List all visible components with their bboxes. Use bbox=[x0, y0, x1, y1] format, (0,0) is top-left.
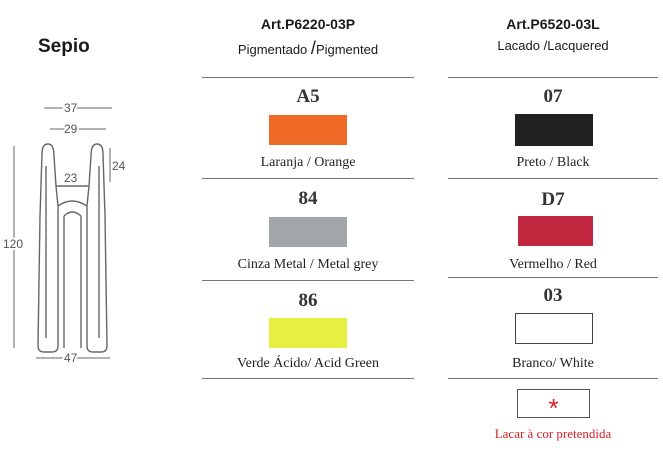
color-code: 07 bbox=[543, 86, 563, 107]
color-swatch-orange bbox=[269, 115, 347, 145]
divider bbox=[448, 77, 658, 78]
color-name: Verde Ácido/ Acid Green bbox=[237, 356, 379, 371]
color-name: Preto / Black bbox=[516, 155, 590, 170]
dim-base-width: 47 bbox=[64, 351, 78, 365]
divider bbox=[202, 77, 414, 78]
dim-inner-width: 29 bbox=[64, 122, 78, 136]
dim-slot-width: 23 bbox=[64, 171, 78, 185]
asterisk-icon: * bbox=[548, 392, 559, 423]
article-number: Art.P6220-03P bbox=[260, 16, 356, 32]
color-name: Laranja / Orange bbox=[260, 155, 356, 170]
color-code: 84 bbox=[298, 188, 318, 209]
divider bbox=[202, 280, 414, 281]
color-swatch-red bbox=[518, 216, 593, 246]
divider bbox=[448, 277, 658, 278]
color-code: A5 bbox=[296, 86, 320, 107]
dim-slot-height: 24 bbox=[112, 159, 126, 173]
technical-drawing: 37 29 120 24 23 47 bbox=[1, 99, 126, 367]
color-name: Branco/ White bbox=[512, 356, 594, 371]
color-name: Cinza Metal / Metal grey bbox=[237, 257, 379, 272]
color-code: 03 bbox=[543, 285, 563, 306]
divider bbox=[448, 378, 658, 379]
custom-color-box: * bbox=[517, 389, 590, 423]
column-pigmented-header: Art.P6220-03P Pigmentado /Pigmented bbox=[202, 16, 414, 59]
dim-top-width: 37 bbox=[64, 101, 78, 115]
color-swatch-acid-green bbox=[269, 318, 347, 348]
dim-height: 120 bbox=[3, 237, 23, 251]
finish-label: Lacado /Lacquered bbox=[497, 38, 609, 53]
color-swatch-metal-grey bbox=[269, 217, 347, 247]
column-lacquered-header: Art.P6520-03L Lacado /Lacquered bbox=[448, 16, 658, 53]
article-number: Art.P6520-03L bbox=[506, 16, 600, 32]
color-code: D7 bbox=[541, 189, 565, 210]
product-name: Sepio bbox=[38, 36, 90, 57]
finish-label: Pigmentado /Pigmented bbox=[237, 38, 379, 58]
custom-color-note: Lacar à cor pretendida bbox=[494, 426, 612, 441]
divider bbox=[202, 178, 414, 179]
divider bbox=[448, 178, 658, 179]
color-swatch-white bbox=[515, 313, 593, 344]
divider bbox=[202, 378, 414, 379]
color-code: 86 bbox=[298, 290, 318, 311]
color-name: Vermelho / Red bbox=[509, 257, 597, 272]
color-swatch-black bbox=[515, 114, 593, 146]
